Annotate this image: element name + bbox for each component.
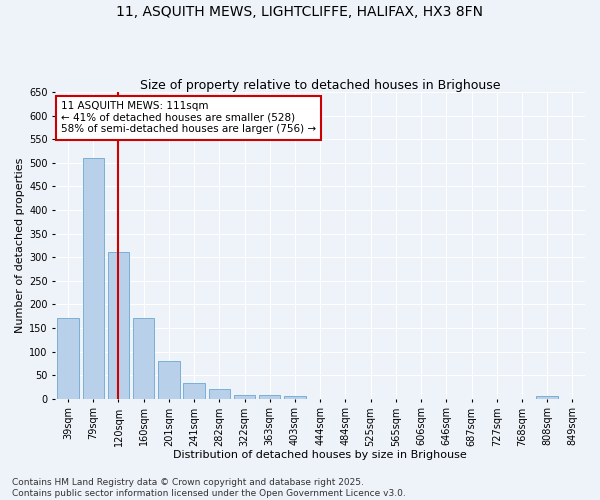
Bar <box>133 318 154 398</box>
Bar <box>58 318 79 398</box>
Bar <box>158 361 179 399</box>
Bar <box>234 395 255 398</box>
Bar <box>108 252 129 398</box>
Bar <box>284 396 306 398</box>
Bar <box>184 383 205 398</box>
Text: 11 ASQUITH MEWS: 111sqm
← 41% of detached houses are smaller (528)
58% of semi-d: 11 ASQUITH MEWS: 111sqm ← 41% of detache… <box>61 101 316 134</box>
Bar <box>536 396 558 398</box>
Y-axis label: Number of detached properties: Number of detached properties <box>15 158 25 333</box>
Bar <box>83 158 104 398</box>
Text: Contains HM Land Registry data © Crown copyright and database right 2025.
Contai: Contains HM Land Registry data © Crown c… <box>12 478 406 498</box>
Title: Size of property relative to detached houses in Brighouse: Size of property relative to detached ho… <box>140 79 500 92</box>
Bar <box>209 390 230 398</box>
Bar <box>259 395 280 398</box>
X-axis label: Distribution of detached houses by size in Brighouse: Distribution of detached houses by size … <box>173 450 467 460</box>
Text: 11, ASQUITH MEWS, LIGHTCLIFFE, HALIFAX, HX3 8FN: 11, ASQUITH MEWS, LIGHTCLIFFE, HALIFAX, … <box>116 5 484 19</box>
